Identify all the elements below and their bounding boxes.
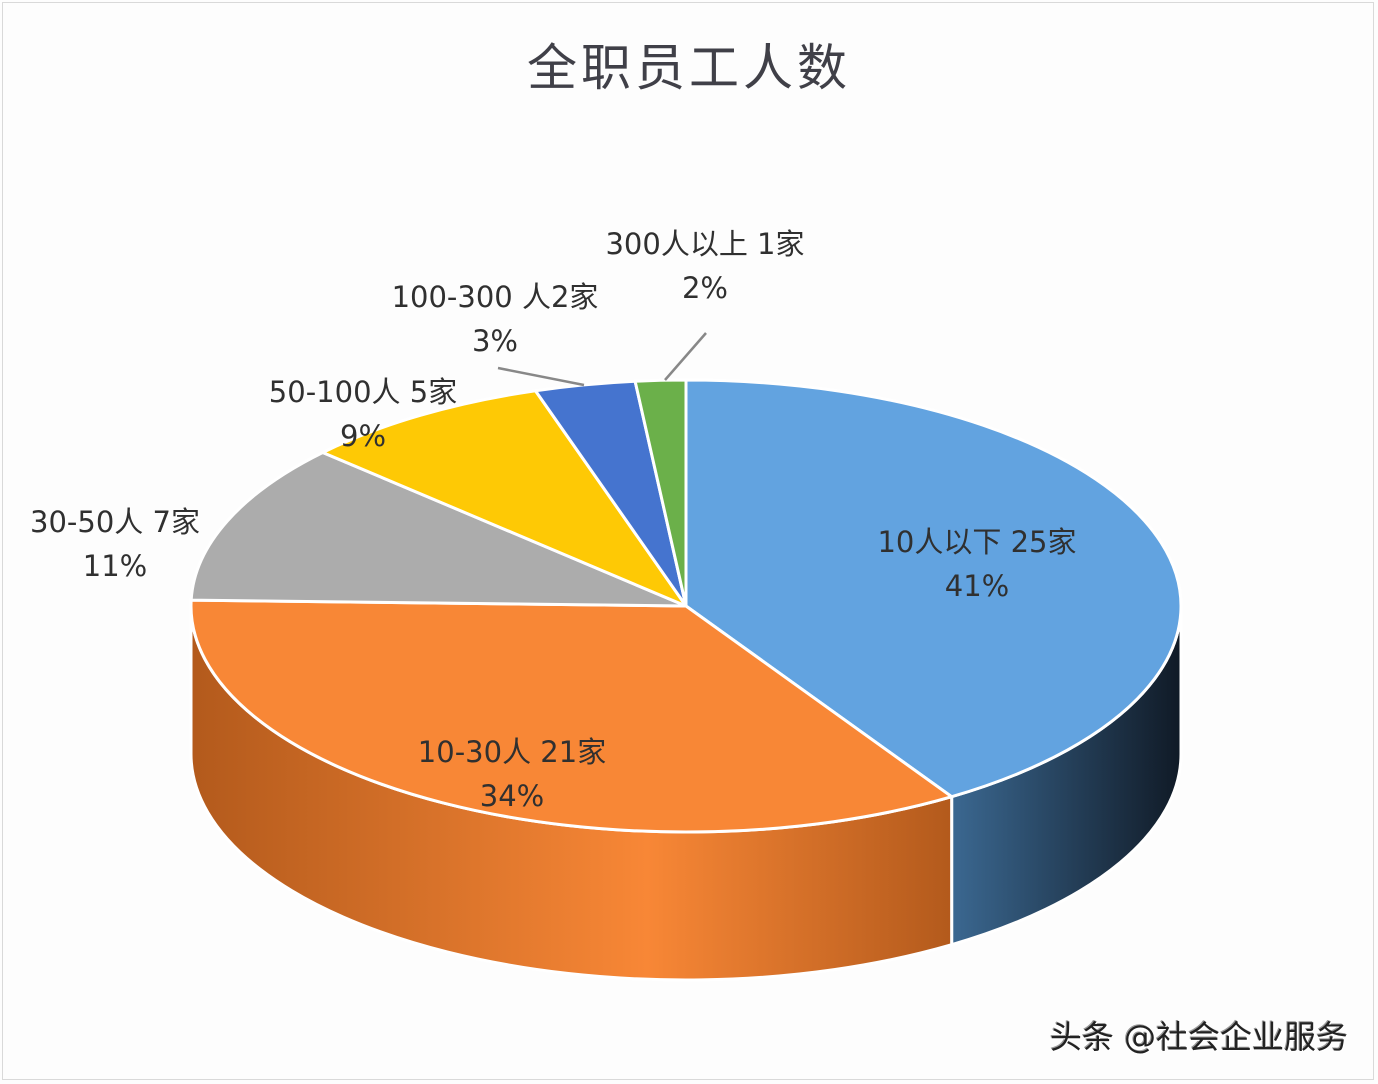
pie-slice-10人以下[interactable]	[684, 378, 1183, 799]
leader-line	[497, 366, 585, 387]
pie-slice-10-30人[interactable]	[189, 598, 954, 834]
data-label-category: 10人以下 25家	[877, 525, 1077, 559]
pie-slice-300人以上[interactable]	[633, 378, 688, 608]
chart-title: 全职员工人数	[527, 39, 851, 97]
data-label: 100-300 人2家 3%	[392, 275, 599, 363]
data-label: 50-100人 5家 9%	[269, 370, 457, 458]
data-label-percent: 41%	[944, 569, 1010, 603]
data-label-category: 10-30人 21家	[417, 735, 607, 769]
data-label-percent: 11%	[82, 549, 148, 583]
data-label-category: 100-300 人2家	[391, 280, 599, 314]
data-label: 300人以上 1家 2%	[605, 222, 804, 310]
data-label-category: 300人以上 1家	[605, 227, 805, 261]
data-label: 10-30人 21家 34%	[418, 730, 606, 818]
pie-slice-50-100人[interactable]	[321, 389, 688, 608]
watermark: 头条 @社会企业服务	[1049, 1018, 1348, 1056]
data-label-category: 50-100人 5家	[268, 375, 458, 409]
leader-line	[664, 332, 707, 381]
data-label: 10人以下 25家 41%	[877, 520, 1076, 608]
data-label-percent: 2%	[681, 271, 728, 305]
data-label-percent: 3%	[471, 324, 518, 358]
data-label: 30-50人 7家 11%	[30, 500, 200, 588]
data-label-category: 30-50人 7家	[30, 505, 200, 539]
data-label-percent: 9%	[339, 419, 387, 453]
data-label-percent: 34%	[479, 779, 545, 813]
pie-slice-30-50人[interactable]	[189, 450, 688, 608]
